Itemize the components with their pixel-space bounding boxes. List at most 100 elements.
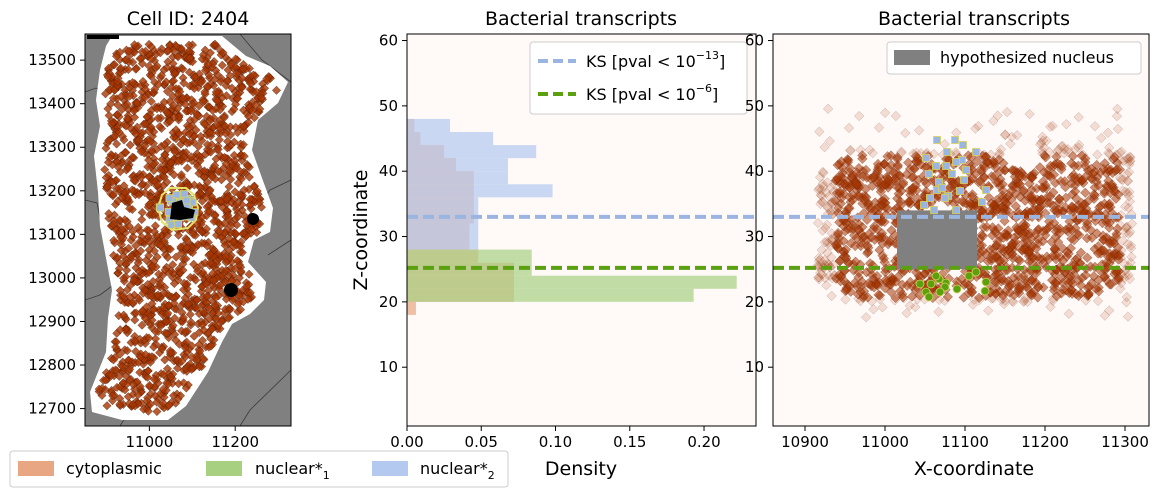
scatter-transcript-point (813, 256, 825, 267)
legend-ks13-post: ] (719, 52, 725, 71)
cell-transcript-point (109, 250, 119, 260)
panel3-xtick-label: 11000 (861, 433, 909, 451)
cell-transcript-point (153, 290, 163, 300)
scatter-transcript-point (1080, 269, 1091, 281)
cell-transcript-point (128, 226, 138, 236)
scatter-transcript-point (1022, 283, 1033, 294)
cell-transcript-point (125, 292, 135, 302)
cell-transcript-point (110, 365, 121, 375)
scatter-transcript-point (867, 147, 878, 159)
cell-transcript-point (178, 265, 188, 275)
legend-nuclear1-swatch (206, 461, 242, 476)
scatter-transcript-point (995, 255, 1006, 267)
scatter-transcript-point (833, 238, 844, 249)
scatter-transcript-point (1057, 284, 1069, 295)
cell-transcript-point (101, 375, 111, 385)
cell-transcript-point (124, 46, 134, 56)
scatter-transcript-point (1007, 239, 1018, 250)
cell-transcript-point (194, 69, 205, 79)
cell-transcript-point (156, 321, 166, 331)
cell-transcript-point (204, 304, 214, 314)
cell-transcript-point (244, 117, 254, 127)
scatter-transcript-point (1080, 187, 1091, 198)
cell-transcript-point (127, 185, 137, 195)
scatter-transcript-point (1047, 120, 1058, 132)
panel3-legend-box (886, 41, 1142, 75)
scatter-transcript-point (909, 163, 920, 175)
cell-transcript-point (221, 128, 231, 139)
cell-transcript-point (109, 219, 119, 229)
cell-transcript-point (237, 247, 247, 258)
scatter-transcript-point (845, 144, 856, 156)
cell-transcript-point (210, 74, 220, 84)
cell-transcript-point (116, 63, 126, 73)
scatter-transcript-point (950, 193, 961, 205)
scatter-transcript-point (1060, 181, 1071, 193)
scatter-transcript-point (1099, 158, 1110, 169)
scatter-transcript-point (1098, 163, 1109, 174)
scatter-transcript-point (1124, 151, 1136, 162)
cell-transcript-point (138, 76, 148, 86)
cell-transcript-point (173, 156, 183, 166)
cell-transcript-point (207, 172, 217, 182)
nuclear1-point (931, 271, 941, 281)
scatter-transcript-point (1035, 139, 1046, 150)
scatter-transcript-point (838, 235, 849, 247)
scatter-transcript-point (813, 274, 825, 285)
cell-transcript-point (128, 399, 138, 410)
cell-transcript-point (186, 106, 196, 116)
scatter-transcript-point (992, 110, 1003, 121)
cell-transcript-point (172, 363, 183, 373)
scatter-transcript-point (821, 219, 833, 230)
hist-bar-nuclear1 (407, 288, 694, 302)
cell-transcript-point (206, 334, 216, 344)
panel2-frame (406, 33, 757, 427)
hist-bar-nuclear2 (407, 223, 479, 237)
cell-transcript-point (149, 246, 159, 256)
scatter-transcript-point (904, 300, 915, 311)
nuclear1-point (952, 284, 962, 294)
panel1-ytick-label: 13100 (28, 225, 76, 243)
scatter-transcript-point (1038, 142, 1050, 153)
cell-transcript-point (163, 252, 173, 262)
scatter-transcript-point (979, 162, 990, 173)
cell-transcript-point (111, 183, 121, 193)
scatter-transcript-point (1038, 225, 1049, 237)
scatter-transcript-point (826, 290, 837, 302)
scatter-transcript-point (939, 295, 950, 306)
scatter-transcript-point (992, 236, 1003, 247)
cell-transcript-point (209, 216, 219, 226)
scatter-transcript-point (1112, 123, 1124, 135)
cell-transcript-point (140, 141, 150, 151)
hist-bar-nuclear1 (407, 249, 532, 263)
cell-transcript-point (224, 166, 235, 176)
cell-transcript-point (182, 163, 192, 173)
nuclear2-point (920, 201, 928, 209)
scatter-transcript-point (853, 267, 864, 278)
cell-transcript-point (153, 79, 163, 89)
cell-transcript-point (162, 107, 172, 118)
cell-transcript-point (112, 77, 123, 87)
panel1-nucleus-core (170, 200, 195, 220)
scatter-transcript-point (903, 196, 914, 207)
cell-transcript-point (113, 100, 123, 110)
cell-transcript-point (125, 204, 135, 214)
cell-transcript-point (211, 293, 221, 303)
scatter-transcript-point (853, 190, 864, 201)
cell-transcript-point (115, 215, 125, 225)
cell-transcript-point (146, 96, 156, 106)
scatter-transcript-point (880, 209, 892, 220)
scatter-transcript-point (820, 222, 831, 234)
cell-transcript-point (131, 346, 141, 357)
cell-transcript-point (222, 136, 233, 146)
cell-transcript-point (165, 97, 175, 107)
nuclear2-point (956, 187, 964, 195)
scatter-transcript-point (853, 289, 864, 300)
cell-transcript-point (188, 229, 198, 239)
cell-transcript-point (166, 158, 176, 168)
cell-transcript-point (244, 172, 254, 182)
cell-transcript-point (166, 372, 176, 382)
scatter-transcript-point (832, 227, 844, 239)
scatter-transcript-point (812, 217, 824, 229)
cell-transcript-point (130, 315, 140, 325)
